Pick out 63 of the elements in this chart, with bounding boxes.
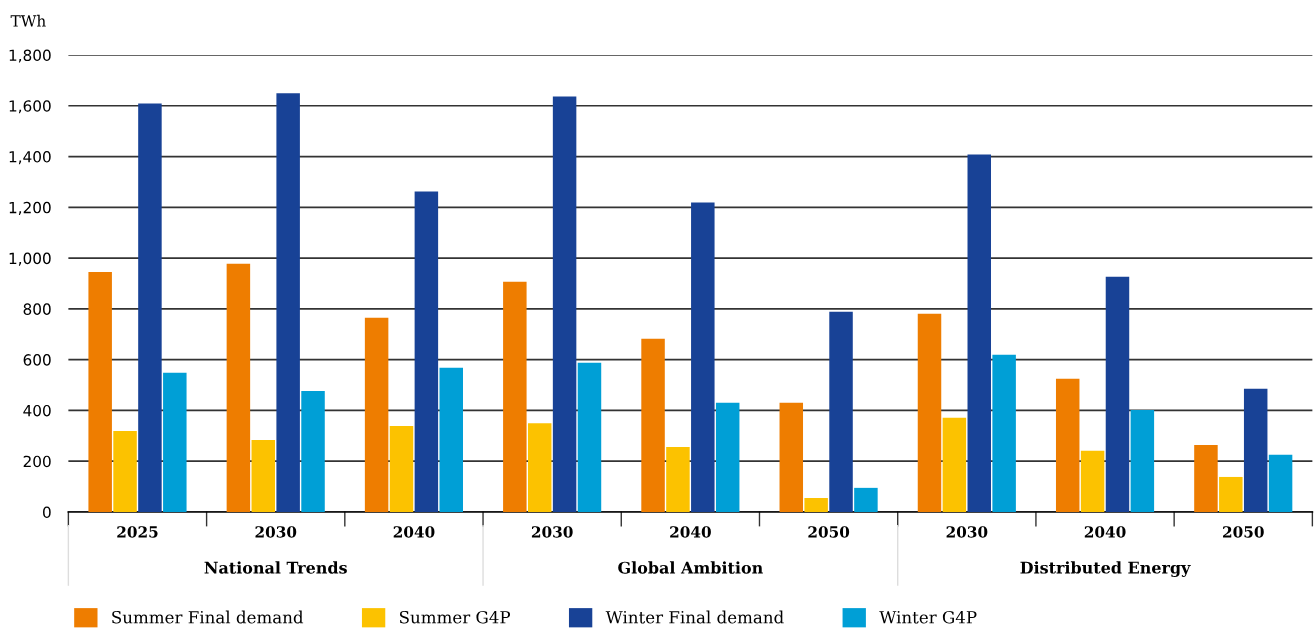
bar: [992, 354, 1016, 512]
bar: [364, 317, 389, 512]
y-tick-label: 1,400: [9, 151, 51, 165]
bar: [854, 487, 878, 512]
bar: [113, 431, 137, 512]
bar: [779, 402, 804, 512]
bar: [666, 446, 690, 512]
y-tick-label: 400: [23, 404, 51, 417]
y-tick-label: 1,000: [9, 252, 51, 266]
y-tick-label: 800: [23, 303, 51, 315]
bar: [527, 423, 552, 512]
bar: [804, 498, 828, 512]
bar: [1268, 454, 1293, 512]
bar: [691, 202, 715, 512]
bar: [1130, 409, 1155, 512]
x-tick-label: 2040: [393, 526, 435, 538]
bar: [1243, 388, 1268, 512]
bar: [577, 362, 602, 512]
bar: [1055, 378, 1080, 512]
bar: [414, 191, 439, 512]
y-tick-label: 0: [43, 506, 51, 518]
bar: [1194, 444, 1218, 512]
legend-label: Summer Final demand: [112, 610, 304, 624]
x-tick-label: 2040: [1084, 526, 1126, 538]
x-tick-label: 2040: [670, 526, 711, 538]
bar: [917, 313, 942, 512]
text: Global Ambition: [618, 561, 763, 574]
bar: [88, 272, 112, 512]
bar: [226, 263, 251, 512]
x-tick-label: 2030: [531, 526, 573, 538]
bar: [163, 372, 187, 512]
x-tick-label: 2030: [946, 526, 988, 538]
bar: [1219, 476, 1243, 512]
bar: [138, 103, 162, 512]
bar: [276, 93, 300, 512]
x-tick-label: 2025: [117, 526, 158, 538]
y-tick-label: 1,600: [9, 100, 51, 114]
y-tick-label: 1,200: [9, 201, 51, 215]
x-tick-label: 2050: [1223, 526, 1264, 538]
y-axis-title: TWh: [10, 14, 46, 27]
bar: [389, 425, 414, 512]
x-tick-label: 2030: [255, 526, 297, 538]
bar: [829, 311, 853, 512]
legend-label: Summer G4P: [400, 610, 511, 624]
bar: [1080, 450, 1105, 512]
bar: [1105, 276, 1130, 512]
text: Distributed Energy: [1020, 561, 1191, 577]
bar: [715, 402, 740, 512]
bar: [301, 390, 325, 512]
legend-label: Winter G4P: [879, 610, 977, 624]
bar: [503, 281, 527, 512]
y-tick-label: 200: [23, 455, 51, 468]
bar: [439, 367, 463, 512]
legend-label: Winter Final demand: [605, 610, 784, 624]
bar: [641, 338, 665, 512]
text: National Trends: [204, 561, 347, 574]
bar: [552, 96, 577, 512]
y-tick-label: 1,800: [9, 49, 51, 63]
y-tick-label: 600: [23, 354, 51, 366]
bar: [942, 417, 967, 512]
x-tick-label: 2050: [808, 526, 850, 538]
bar: [251, 439, 276, 512]
bar: [967, 154, 992, 512]
